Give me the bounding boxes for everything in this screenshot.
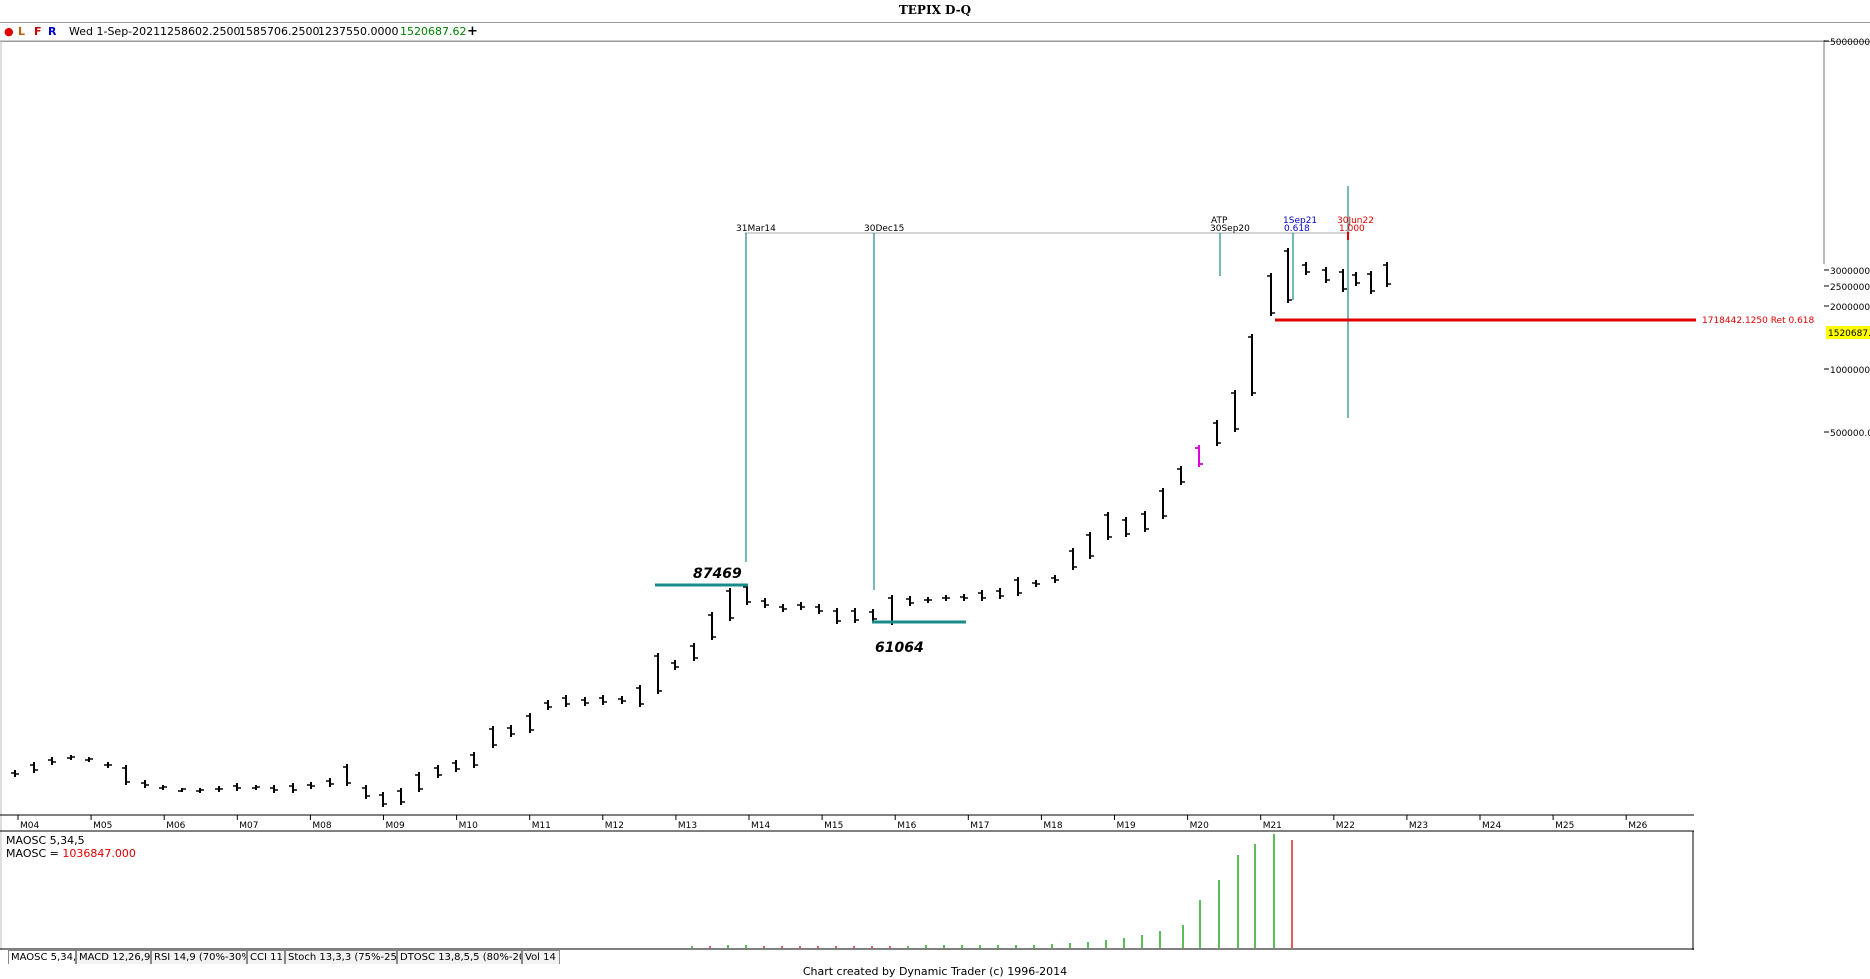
- time-tick-label: M20: [1190, 821, 1209, 831]
- time-tick-label: M05: [93, 821, 112, 831]
- indicator-value-label: MAOSC =: [6, 847, 63, 860]
- current-price-label: 1520687.6: [1828, 329, 1870, 339]
- record-dot-icon[interactable]: ●: [4, 25, 14, 38]
- time-tick-label: M06: [166, 821, 185, 831]
- current-price-tag: [1826, 326, 1870, 339]
- info-high: 1585706.2500: [239, 25, 320, 38]
- indicator-value-row: MAOSC = 1036847.000: [6, 847, 136, 860]
- flag-l-button[interactable]: L: [18, 25, 26, 38]
- tab-maosc[interactable]: MAOSC 5,34,5: [8, 950, 76, 964]
- time-tick-label: M14: [751, 821, 770, 831]
- atp-label: ATP: [1211, 216, 1228, 226]
- info-open: 1258602.2500: [160, 25, 241, 38]
- tab-rsi[interactable]: RSI 14,9 (70%-30%): [151, 950, 247, 964]
- time-tick-label: M09: [386, 821, 405, 831]
- info-close: 1520687.62: [400, 25, 467, 38]
- t2-label: 30Dec15: [864, 224, 904, 234]
- t3-label: 30Sep20: [1210, 224, 1250, 234]
- time-tick-label: M19: [1117, 821, 1136, 831]
- t1-label: 31Mar14: [736, 224, 776, 234]
- t4-date-label: 1Sep21: [1283, 216, 1317, 226]
- time-tick-label: M08: [312, 821, 331, 831]
- time-tick-label: M10: [459, 821, 478, 831]
- time-tick-label: M12: [605, 821, 624, 831]
- price-tick-label: 500000.0: [1830, 429, 1870, 439]
- tab-dtosc[interactable]: DTOSC 13,8,5,5 (80%-20%): [397, 950, 522, 964]
- chart-title: TEPIX D-Q: [898, 3, 972, 17]
- info-low: 1237550.0000: [318, 25, 399, 38]
- time-tick-label: M18: [1043, 821, 1062, 831]
- flag-r-button[interactable]: R: [48, 25, 57, 38]
- time-tick-label: M21: [1263, 821, 1282, 831]
- tab-stoch[interactable]: Stoch 13,3,3 (75%-25%): [285, 950, 397, 964]
- time-tick-label: M17: [970, 821, 989, 831]
- high-value-label: 87469: [693, 566, 742, 582]
- time-tick-label: M04: [20, 821, 39, 831]
- tab-macd[interactable]: MACD 12,26,9: [76, 950, 151, 964]
- time-tick-label: M07: [239, 821, 258, 831]
- add-symbol-icon[interactable]: +: [467, 24, 478, 39]
- price-tick-label: 3000000.0: [1830, 267, 1870, 277]
- indicator-value: 1036847.000: [62, 847, 136, 860]
- price-bars: [11, 248, 1391, 807]
- t4-ratio-label: 0.618: [1284, 224, 1310, 234]
- price-tick-label: 2000000.0: [1830, 303, 1870, 313]
- time-tick-label: M26: [1628, 821, 1647, 831]
- time-tick-label: M13: [678, 821, 697, 831]
- indicator-name: MAOSC 5,34,5: [6, 834, 85, 847]
- low-value-label: 61064: [875, 640, 924, 656]
- time-tick-label: M11: [532, 821, 551, 831]
- time-tick-label: M16: [897, 821, 916, 831]
- tab-cci[interactable]: CCI 11: [247, 950, 285, 964]
- oscillator-histogram: [691, 834, 1293, 948]
- price-axis: 5000000.0 3000000.0 2500000.0 2000000.0 1000…: [1824, 38, 1870, 439]
- time-axis: M04 M05 M06 M07 M08 M09 M10 M11 M12 M13 M14 M15 M16 M…: [17, 815, 1648, 831]
- time-tick-label: M15: [824, 821, 843, 831]
- time-tick-label: M22: [1336, 821, 1355, 831]
- t5-ratio-label: 1.000: [1339, 224, 1365, 234]
- price-tick-label: 2500000.0: [1830, 283, 1870, 293]
- footer-credit: Chart created by Dynamic Trader (c) 1996…: [802, 965, 1068, 978]
- retracement-label: 1718442.1250 Ret 0.618: [1702, 316, 1815, 326]
- price-tick-label: 5000000.0: [1830, 38, 1870, 48]
- time-tick-label: M24: [1482, 821, 1501, 831]
- time-tick-label: M25: [1555, 821, 1574, 831]
- tab-vol[interactable]: Vol 14: [522, 950, 560, 964]
- info-date: Wed 1-Sep-2021: [69, 25, 161, 38]
- t5-date-label: 30Jun22: [1337, 216, 1374, 226]
- time-tick-label: M23: [1409, 821, 1428, 831]
- price-tick-label: 1000000.0: [1830, 366, 1870, 376]
- flag-f-button[interactable]: F: [34, 25, 42, 38]
